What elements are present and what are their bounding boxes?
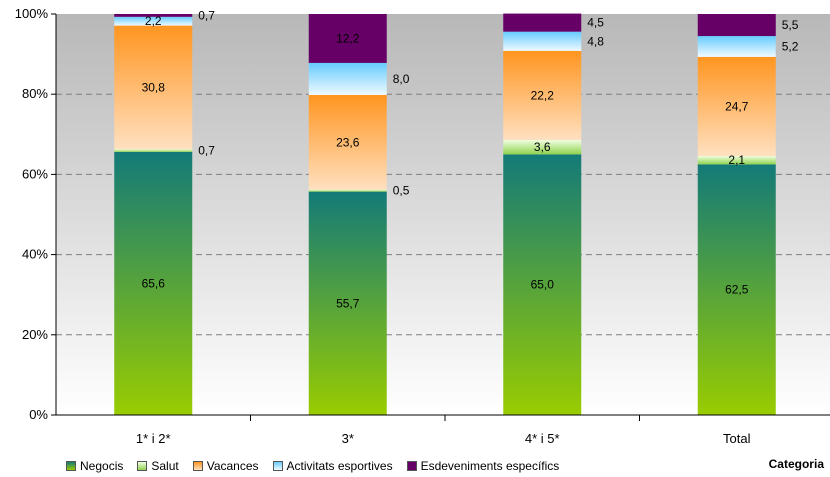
x-tick-label: 3* xyxy=(342,431,354,446)
legend-swatch-vacances xyxy=(192,461,203,471)
data-label: 2,2 xyxy=(145,14,162,28)
x-tick-label: Total xyxy=(723,431,751,446)
bar-segment xyxy=(697,36,776,57)
y-tick-label: 0% xyxy=(29,407,48,422)
x-tick-label: 1* i 2* xyxy=(136,431,171,446)
data-label: 65,0 xyxy=(531,278,555,292)
legend-label-negocis: Negocis xyxy=(80,459,124,473)
data-label: 5,2 xyxy=(782,39,799,53)
y-tick-label: 100% xyxy=(15,6,49,21)
bar-segment xyxy=(114,14,193,17)
data-label: 22,2 xyxy=(531,88,555,102)
data-label: 23,6 xyxy=(336,135,360,149)
x-tick-label: 4* i 5* xyxy=(525,431,560,446)
data-label: 3,6 xyxy=(534,140,551,154)
data-labels: 65,6 0,7 30,8 2,2 0,7 55,7 0,5 23,6 8,0 12,2 65,0 3… xyxy=(142,8,799,310)
legend-swatch-esdeveniments xyxy=(406,461,417,471)
bar-segment xyxy=(503,31,582,51)
legend-item-activitats: Activitats esportives xyxy=(272,459,393,473)
bar-segment xyxy=(114,149,193,152)
bar-segment xyxy=(503,139,582,155)
bar-segment xyxy=(114,16,193,26)
legend-item-vacances: Vacances xyxy=(192,459,259,473)
data-label: 8,0 xyxy=(393,72,410,86)
bar-segment xyxy=(503,50,582,140)
bar-segment xyxy=(308,14,387,63)
bar-segment xyxy=(114,151,193,415)
data-label: 30,8 xyxy=(142,80,166,94)
bar-segment xyxy=(308,62,387,96)
x-axis-title: Categoria xyxy=(768,457,824,471)
bar-segment xyxy=(308,95,387,190)
legend-label-activitats: Activitats esportives xyxy=(286,459,393,473)
y-tick-label: 60% xyxy=(22,166,48,181)
legend-label-vacances: Vacances xyxy=(206,459,259,473)
legend-label-esdeveniments: Esdeveniments específics xyxy=(420,459,560,473)
legend-swatch-activitats xyxy=(272,461,283,471)
data-label: 12,2 xyxy=(336,31,360,45)
data-label: 62,5 xyxy=(725,283,749,297)
legend-label-salut: Salut xyxy=(151,459,179,473)
data-label: 0,7 xyxy=(198,144,215,158)
bars xyxy=(114,13,776,415)
legend-swatch-negocis xyxy=(66,461,76,471)
bar-segment xyxy=(308,189,387,192)
data-label: 4,5 xyxy=(587,16,604,30)
legend-item-negocis: Negocis xyxy=(66,459,123,473)
data-label: 55,7 xyxy=(336,296,360,310)
bar-segment xyxy=(503,13,582,32)
data-label: 2,1 xyxy=(728,153,745,167)
bar-segment xyxy=(114,25,193,150)
bar-segment xyxy=(697,155,776,165)
bar-segment xyxy=(503,154,582,415)
bar-segment xyxy=(697,56,776,156)
y-tick-label: 80% xyxy=(22,86,48,101)
data-label: 4,8 xyxy=(587,34,604,48)
axes: 0% 20% 40% 60% 80% 100% 1* i 2* 3* 4* i 5* Total xyxy=(15,6,830,446)
legend: Negocis Salut Vacances Activitats esport… xyxy=(66,459,573,473)
data-label: 5,5 xyxy=(782,18,799,32)
data-label: 0,5 xyxy=(393,184,410,198)
bar-segment xyxy=(308,191,387,415)
bar-segment xyxy=(697,14,776,37)
legend-item-salut: Salut xyxy=(137,459,179,473)
legend-swatch-salut xyxy=(137,461,148,471)
data-label: 24,7 xyxy=(725,99,749,113)
data-label: 0,7 xyxy=(198,8,215,22)
bar-segment xyxy=(697,164,776,415)
y-tick-label: 40% xyxy=(22,247,48,262)
legend-item-esdeveniments: Esdeveniments específics xyxy=(406,459,560,473)
y-tick-label: 20% xyxy=(22,327,48,342)
data-label: 65,6 xyxy=(142,276,166,290)
